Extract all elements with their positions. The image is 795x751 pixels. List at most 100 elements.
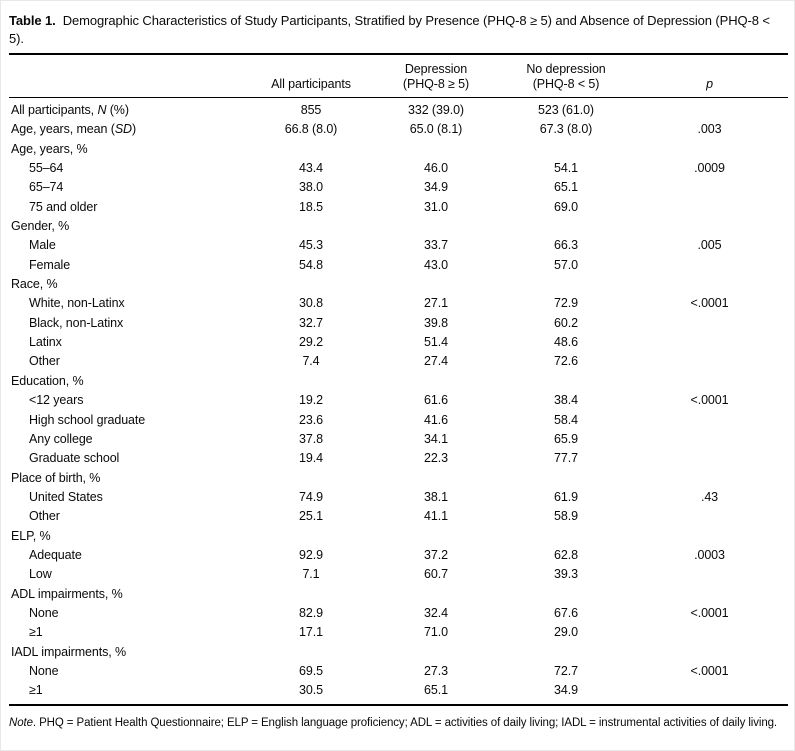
table-note: Note. PHQ = Patient Health Questionnaire… xyxy=(9,716,778,729)
cell-p-value: .0003 xyxy=(694,547,725,562)
cell-depression xyxy=(371,469,501,488)
row-label: Latinx xyxy=(29,335,62,350)
cell-all-participants: 74.9 xyxy=(299,489,323,504)
cell-p-value xyxy=(631,585,788,604)
table-row: ≥1 30.5 65.1 34.9 xyxy=(9,681,788,704)
row-label: Other xyxy=(29,509,60,524)
cell-depression: 34.1 xyxy=(424,431,448,446)
cell-p-value xyxy=(631,643,788,662)
cell-no-depression xyxy=(501,585,631,604)
cell-no-depression: 65.1 xyxy=(554,180,578,195)
cell-no-depression: 34.9 xyxy=(554,683,578,698)
cell-all-participants xyxy=(251,217,371,236)
cell-no-depression: 72.6 xyxy=(554,354,578,369)
table-row: Graduate school 19.4 22.3 77.7 xyxy=(9,449,788,468)
cell-depression: 65.1 xyxy=(424,683,448,698)
cell-p-value: <.0001 xyxy=(690,296,729,311)
row-label: None xyxy=(29,605,59,620)
row-label: Adequate xyxy=(29,547,82,562)
table-row-section: ADL impairments, % xyxy=(9,585,788,604)
table-row-section: Education, % xyxy=(9,372,788,391)
cell-depression: 33.7 xyxy=(424,238,448,253)
cell-no-depression xyxy=(501,643,631,662)
cell-all-participants: 54.8 xyxy=(299,257,323,272)
table-row-section: ELP, % xyxy=(9,527,788,546)
cell-p-value xyxy=(631,256,788,275)
table-row: Any college 37.8 34.1 65.9 xyxy=(9,430,788,449)
cell-no-depression: 77.7 xyxy=(554,451,578,466)
row-label: Place of birth, % xyxy=(11,470,101,485)
cell-all-participants: 25.1 xyxy=(299,509,323,524)
col-header-no-depression: No depression (PHQ-8 < 5) xyxy=(501,54,631,98)
table-row-section: Age, years, % xyxy=(9,140,788,159)
cell-no-depression xyxy=(501,275,631,294)
col-header-p: p xyxy=(631,54,788,98)
table-row: White, non-Latinx 30.8 27.1 72.9 <.0001 xyxy=(9,294,788,313)
cell-all-participants: 37.8 xyxy=(299,431,323,446)
cell-no-depression xyxy=(501,527,631,546)
table-row: None 82.9 32.4 67.6 <.0001 xyxy=(9,604,788,623)
col-header-all-label: All participants xyxy=(271,77,351,91)
row-label: Graduate school xyxy=(29,451,120,466)
cell-p-value xyxy=(631,178,788,197)
cell-all-participants: 18.5 xyxy=(299,199,323,214)
cell-no-depression: 72.7 xyxy=(554,663,578,678)
cell-p-value: .43 xyxy=(700,489,719,504)
cell-no-depression: 48.6 xyxy=(554,335,578,350)
cell-p-value xyxy=(631,449,788,468)
cell-no-depression xyxy=(501,469,631,488)
cell-no-depression: 60.2 xyxy=(554,315,578,330)
cell-depression: 61.6 xyxy=(424,393,448,408)
cell-depression: 27.4 xyxy=(424,354,448,369)
cell-depression: 38.1 xyxy=(424,489,448,504)
cell-depression: 37.2 xyxy=(424,547,448,562)
cell-no-depression: 58.9 xyxy=(554,509,578,524)
cell-depression: 60.7 xyxy=(424,567,448,582)
table-row-section: Gender, % xyxy=(9,217,788,236)
col-header-all-participants: All participants xyxy=(251,54,371,98)
cell-no-depression: 69.0 xyxy=(554,199,578,214)
cell-depression xyxy=(371,140,501,159)
table-title-text: Demographic Characteristics of Study Par… xyxy=(9,13,770,46)
table-row: Other 25.1 41.1 58.9 xyxy=(9,507,788,526)
cell-no-depression: 62.8 xyxy=(554,547,578,562)
col-header-depression-line1: Depression xyxy=(404,62,468,76)
row-label: Female xyxy=(29,257,71,272)
cell-no-depression: 67.3 (8.0) xyxy=(539,122,593,137)
cell-depression xyxy=(371,527,501,546)
cell-depression: 39.8 xyxy=(424,315,448,330)
row-label: ≥1 xyxy=(29,683,43,698)
cell-p-value xyxy=(631,565,788,584)
cell-p-value: <.0001 xyxy=(690,393,729,408)
cell-no-depression xyxy=(501,217,631,236)
cell-depression: 27.1 xyxy=(424,296,448,311)
table-row: Latinx 29.2 51.4 48.6 xyxy=(9,333,788,352)
cell-depression xyxy=(371,585,501,604)
row-label: 75 and older xyxy=(29,199,98,214)
cell-depression xyxy=(371,275,501,294)
cell-all-participants: 30.8 xyxy=(299,296,323,311)
cell-depression: 32.4 xyxy=(424,605,448,620)
cell-p-value xyxy=(631,140,788,159)
cell-p-value: .0009 xyxy=(694,161,725,176)
row-label: None xyxy=(29,663,59,678)
cell-no-depression: 61.9 xyxy=(554,489,578,504)
cell-no-depression: 57.0 xyxy=(554,257,578,272)
row-label: <12 years xyxy=(29,393,84,408)
cell-depression: 31.0 xyxy=(424,199,448,214)
cell-p-value xyxy=(631,372,788,391)
cell-all-participants: 82.9 xyxy=(299,605,323,620)
table-row-section: Age, years, mean (SD) 66.8 (8.0) 65.0 (8.1… xyxy=(9,120,788,139)
demographics-table: All participants Depression (PHQ-8 ≥ 5) N… xyxy=(9,53,788,706)
cell-p-value xyxy=(631,352,788,371)
cell-all-participants: 7.4 xyxy=(302,354,320,369)
cell-all-participants: 19.2 xyxy=(299,393,323,408)
cell-p-value: .003 xyxy=(697,122,722,137)
header-row: All participants Depression (PHQ-8 ≥ 5) N… xyxy=(9,54,788,98)
cell-p-value xyxy=(631,681,788,704)
table-row: 65–74 38.0 34.9 65.1 xyxy=(9,178,788,197)
cell-depression: 22.3 xyxy=(424,451,448,466)
cell-depression: 71.0 xyxy=(424,625,448,640)
cell-p-value xyxy=(631,333,788,352)
table-title: Table 1. Demographic Characteristics of … xyxy=(9,12,788,47)
